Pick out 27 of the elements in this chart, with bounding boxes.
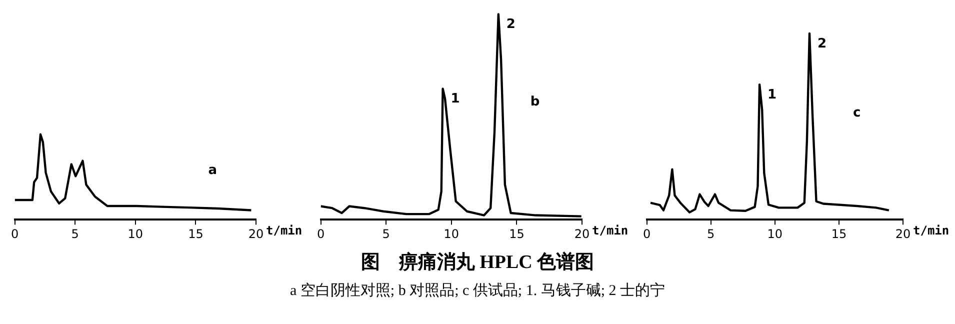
x-tick-label: 10 xyxy=(767,226,783,241)
x-tick-label: 20 xyxy=(248,226,264,241)
x-axis-title: t/min xyxy=(592,224,628,238)
annotation: 1 xyxy=(450,92,460,107)
x-tick-label: 15 xyxy=(831,226,847,241)
annotation: c xyxy=(853,105,861,120)
x-tick-label: 0 xyxy=(642,226,651,241)
x-tick-label: 5 xyxy=(382,226,390,241)
annotation: 1 xyxy=(768,88,777,103)
x-axis-title: t/min xyxy=(913,224,950,238)
annotation: b xyxy=(530,94,540,110)
x-axis-title: t/min xyxy=(266,224,302,238)
x-tick-label: 10 xyxy=(444,226,460,241)
x-tick-label: 5 xyxy=(71,226,79,241)
annotation: 2 xyxy=(506,17,516,32)
annotation: a xyxy=(208,163,217,178)
x-tick-label: 10 xyxy=(128,226,144,241)
annotation: 2 xyxy=(817,36,827,52)
x-tick-label: 15 xyxy=(509,226,524,241)
x-tick-label: 20 xyxy=(895,226,911,241)
x-tick-label: 20 xyxy=(574,226,590,241)
text: a 空白阴性对照; b 对照品; c 供试品; 1. 马钱子碱; 2 士的宁 xyxy=(289,281,666,300)
x-tick-label: 15 xyxy=(188,226,204,241)
x-tick-label: 0 xyxy=(10,226,19,241)
x-tick-label: 0 xyxy=(316,226,325,241)
text: 图 痹痛消丸 HPLC 色谱图 xyxy=(360,250,596,275)
x-tick-label: 5 xyxy=(707,226,715,241)
